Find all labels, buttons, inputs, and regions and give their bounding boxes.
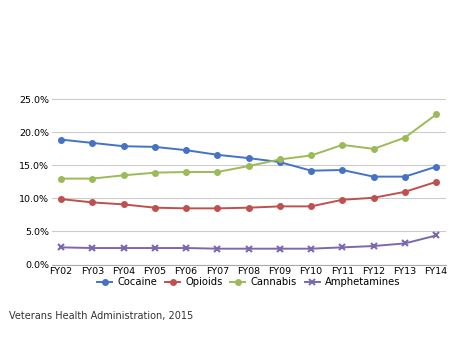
Cocaine bbox=[340, 168, 345, 172]
Amphetamines bbox=[402, 241, 408, 245]
Amphetamines bbox=[90, 246, 95, 250]
Cannabis bbox=[308, 153, 314, 157]
Opioids bbox=[184, 206, 189, 210]
Cocaine bbox=[402, 175, 408, 179]
Cocaine bbox=[371, 175, 376, 179]
Opioids bbox=[371, 196, 376, 200]
Opioids bbox=[121, 202, 126, 206]
Cannabis bbox=[277, 157, 283, 161]
Amphetamines bbox=[184, 246, 189, 250]
Cannabis bbox=[433, 113, 439, 117]
Cannabis bbox=[402, 135, 408, 140]
Opioids bbox=[402, 190, 408, 194]
Amphetamines bbox=[308, 247, 314, 251]
Cocaine bbox=[308, 168, 314, 173]
Cocaine bbox=[121, 144, 126, 148]
Amphetamines bbox=[277, 247, 283, 251]
Cocaine bbox=[152, 145, 158, 149]
Line: Cocaine: Cocaine bbox=[58, 137, 439, 179]
Amphetamines bbox=[371, 244, 376, 248]
Cannabis bbox=[371, 147, 376, 151]
Amphetamines bbox=[340, 245, 345, 249]
Cannabis bbox=[90, 177, 95, 181]
Cocaine bbox=[215, 153, 220, 157]
Cannabis bbox=[58, 177, 64, 181]
Amphetamines bbox=[433, 234, 439, 238]
Opioids bbox=[246, 206, 251, 210]
Cocaine bbox=[184, 148, 189, 152]
Line: Opioids: Opioids bbox=[58, 179, 439, 211]
Opioids bbox=[58, 197, 64, 201]
Cannabis bbox=[121, 173, 126, 177]
Cannabis bbox=[152, 171, 158, 175]
Opioids bbox=[433, 180, 439, 184]
Cannabis bbox=[246, 164, 251, 168]
Line: Amphetamines: Amphetamines bbox=[58, 232, 440, 252]
Cannabis bbox=[340, 143, 345, 147]
Cannabis bbox=[184, 170, 189, 174]
Legend: Cocaine, Opioids, Cannabis, Amphetamines: Cocaine, Opioids, Cannabis, Amphetamines bbox=[93, 273, 404, 291]
Amphetamines bbox=[246, 247, 251, 251]
Amphetamines bbox=[215, 247, 220, 251]
Amphetamines bbox=[121, 246, 126, 250]
Opioids bbox=[215, 206, 220, 210]
Opioids bbox=[340, 198, 345, 202]
Cocaine bbox=[58, 137, 64, 142]
Opioids bbox=[308, 204, 314, 208]
Line: Cannabis: Cannabis bbox=[58, 112, 439, 181]
Amphetamines bbox=[152, 246, 158, 250]
Text: Veterans Health Administration, 2015: Veterans Health Administration, 2015 bbox=[9, 311, 193, 321]
Cocaine bbox=[246, 156, 251, 160]
Cocaine bbox=[433, 165, 439, 169]
Text: Trends in Rates of Past-Year SUD Diagnoses
by Drug among Veterans with PTSD & SU: Trends in Rates of Past-Year SUD Diagnos… bbox=[57, 20, 393, 70]
Cocaine bbox=[277, 160, 283, 164]
Opioids bbox=[90, 201, 95, 205]
Opioids bbox=[152, 206, 158, 210]
Amphetamines bbox=[58, 245, 64, 249]
Opioids bbox=[277, 204, 283, 208]
Cannabis bbox=[215, 170, 220, 174]
Cocaine bbox=[90, 141, 95, 145]
